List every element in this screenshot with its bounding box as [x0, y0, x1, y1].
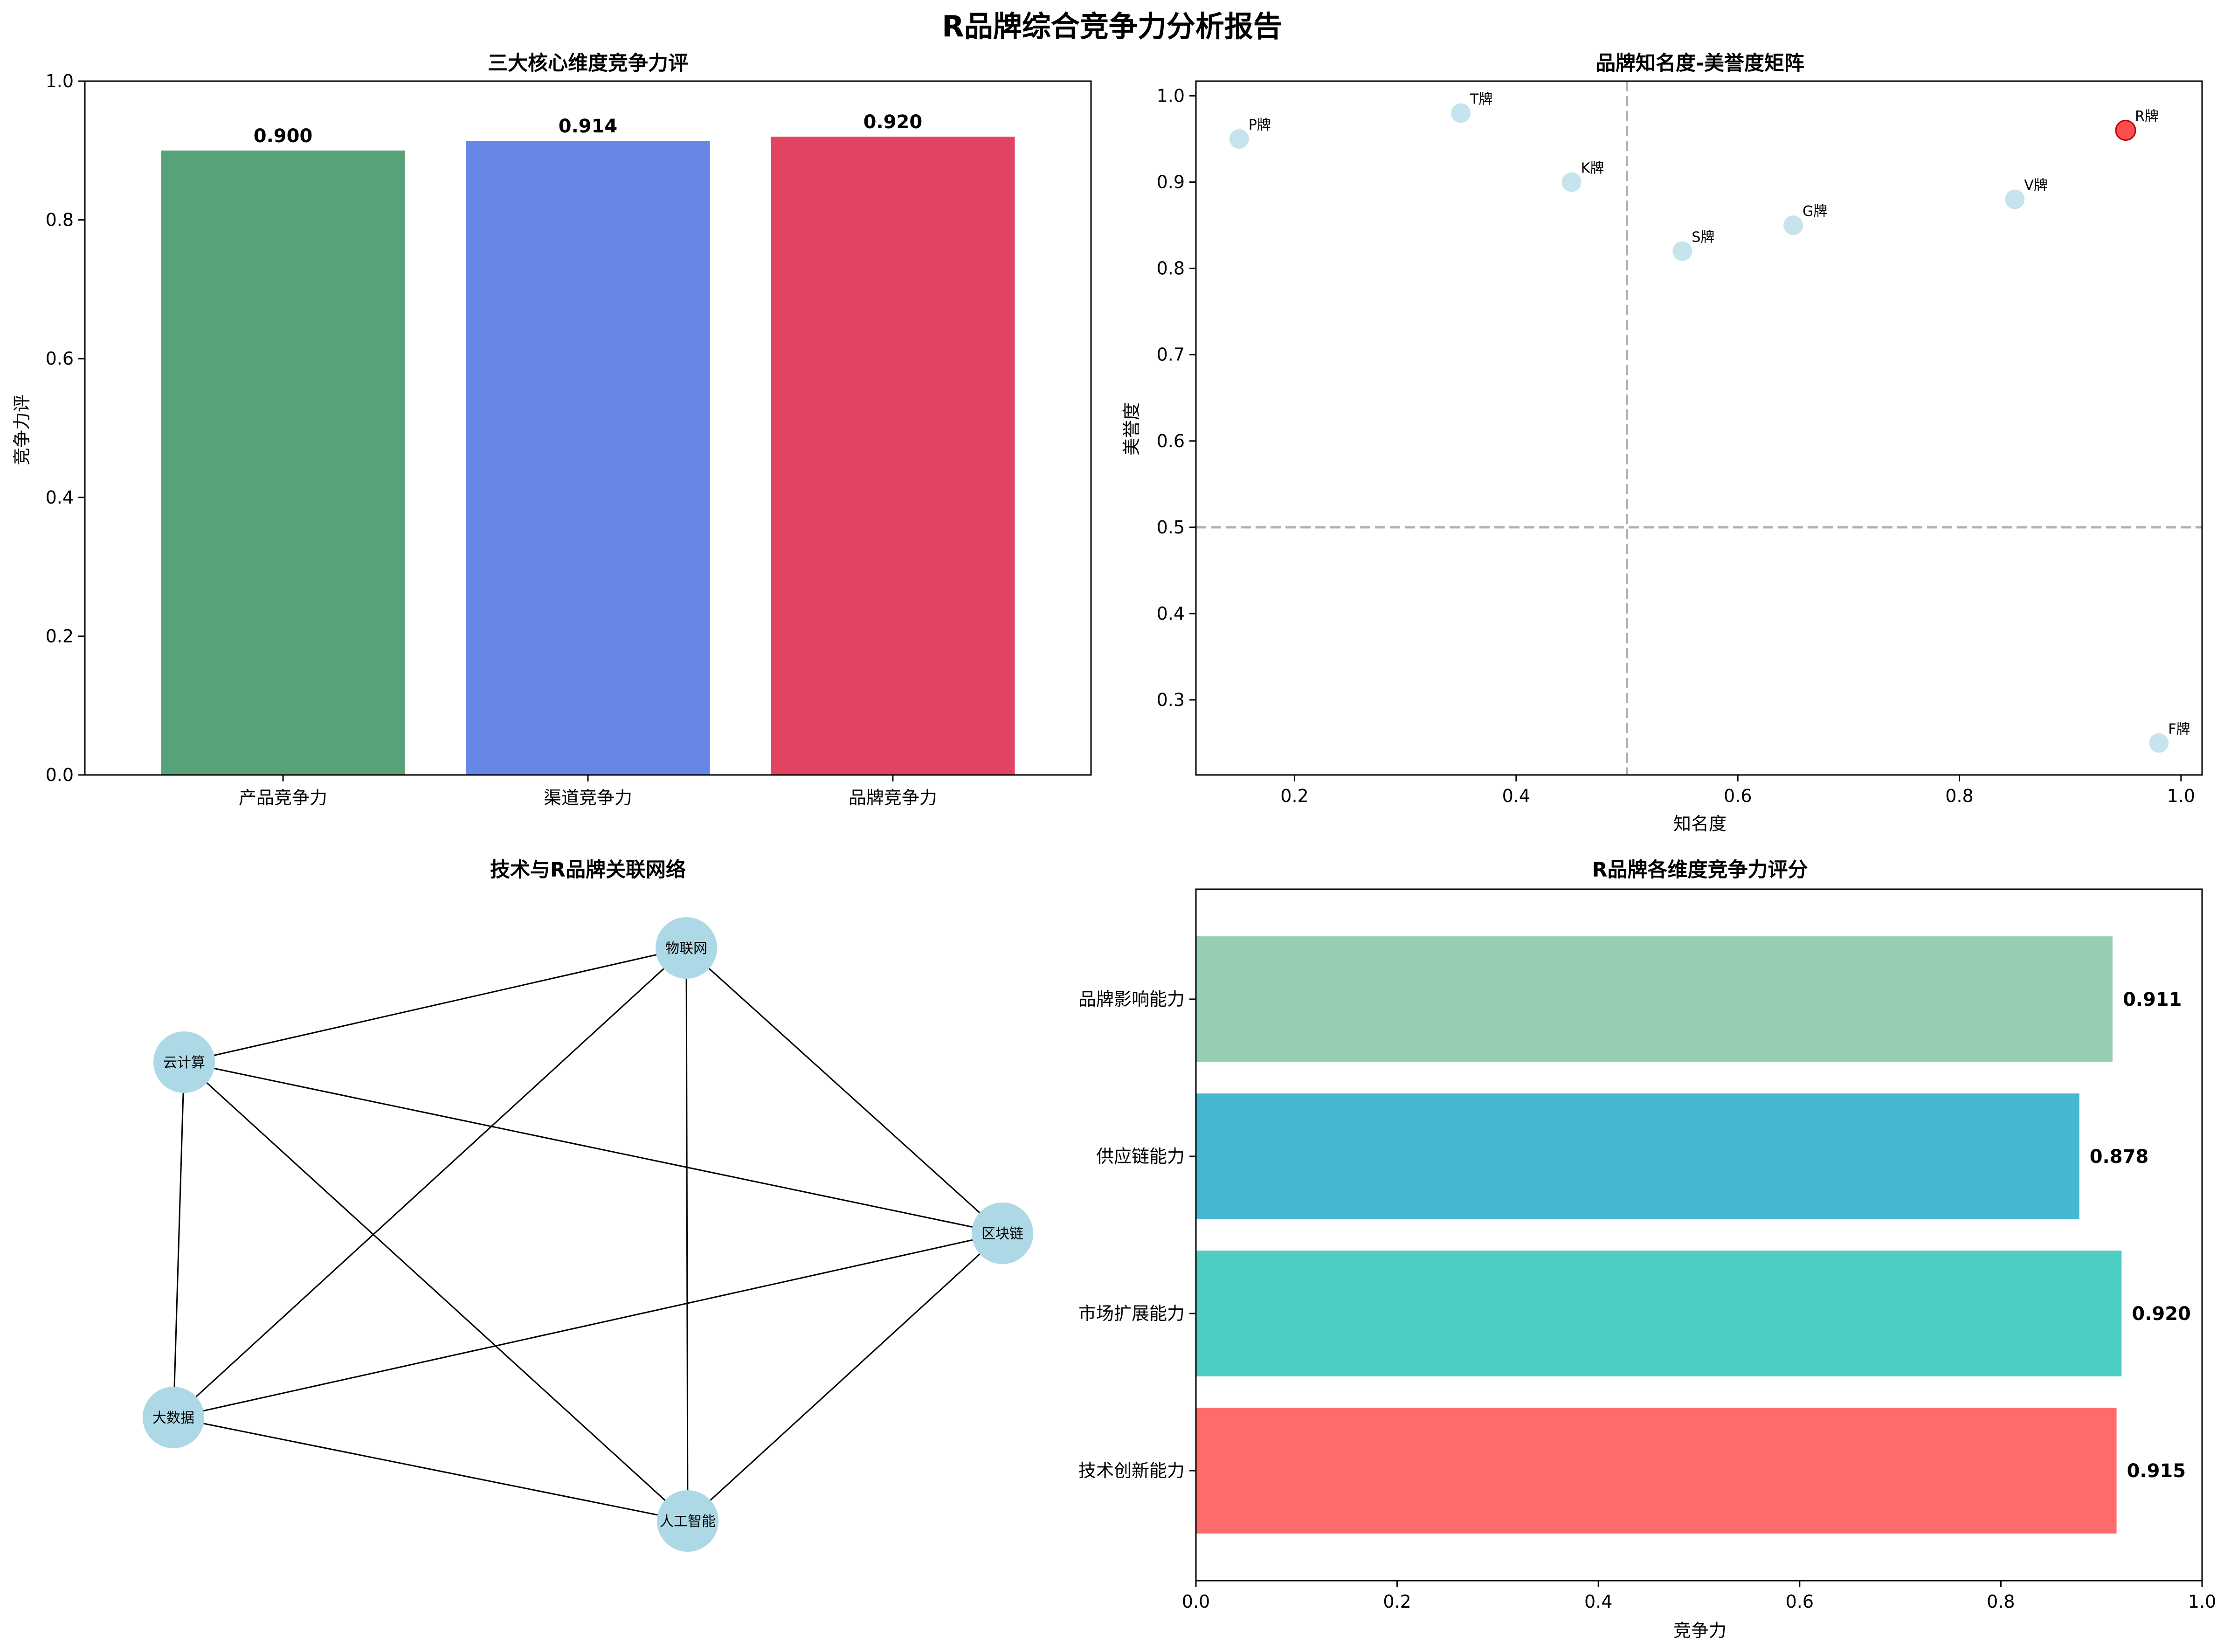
y-tick-label: 0.4 — [1157, 603, 1185, 624]
scatter-point-K牌 — [1561, 172, 1582, 192]
bar-品牌竞争力 — [771, 137, 1015, 775]
scatter-point-label: P牌 — [1249, 117, 1271, 133]
hbar-value-label: 0.920 — [2132, 1303, 2191, 1325]
scatter-point-label: F牌 — [2168, 721, 2190, 738]
barh-chart-dimension-scores: R品牌各维度竞争力评分 竞争力 0.915 技术创新能力 0.920 市场扩展能力 0.… — [1078, 858, 2216, 1641]
x-tick-label: 渠道竞争力 — [544, 788, 632, 808]
scatter-point-T牌 — [1451, 103, 1471, 123]
bar-chart-dimensions: 三大核心维度竞争力评 竞争力评 0.900 产品竞争力 0.914 渠道竞争力 0.92… — [12, 52, 1092, 808]
y-tick-label: 1.0 — [46, 71, 74, 91]
bar-产品竞争力 — [161, 150, 405, 775]
network-node-label: 物联网 — [665, 940, 707, 957]
scatter-point-label: G牌 — [1803, 203, 1827, 220]
bar-value-label: 0.900 — [254, 125, 313, 147]
scatter-point-V牌 — [2005, 189, 2025, 209]
x-tick-label: 0.4 — [1584, 1591, 1612, 1612]
network-edge-n4-n5 — [173, 1417, 688, 1522]
barh-chart-title: R品牌各维度竞争力评分 — [1592, 858, 1808, 882]
hbar-value-label: 0.911 — [2123, 989, 2182, 1010]
y-tick-label: 0.3 — [1157, 690, 1185, 710]
scatter-chart-y-axis-label: 美誉度 — [1121, 402, 1142, 456]
network-node-物联网 — [656, 917, 717, 979]
scatter-point-label: S牌 — [1692, 229, 1714, 246]
bar-chart-title: 三大核心维度竞争力评 — [488, 52, 688, 75]
y-tick-label: 技术创新能力 — [1078, 1460, 1185, 1481]
network-edge-n3-n4 — [173, 1232, 1003, 1418]
scatter-point-label: R牌 — [2135, 108, 2159, 124]
bar-chart-y-axis-label: 竞争力评 — [12, 394, 32, 465]
y-tick-label: 0.2 — [46, 626, 74, 646]
network-edge-n2-n3 — [184, 1061, 1003, 1234]
network-node-人工智能 — [657, 1490, 718, 1552]
scatter-chart-awareness-reputation: 品牌知名度-美誉度矩阵 知名度 美誉度 P牌 T牌 K牌 S牌 G牌 V牌 R牌 F牌 0.2 0… — [1121, 52, 2203, 834]
hbar-value-label: 0.878 — [2090, 1146, 2149, 1168]
network-edge-n3-n5 — [687, 1232, 1003, 1522]
scatter-point-S牌 — [1672, 241, 1692, 261]
y-tick-label: 0.0 — [46, 765, 74, 785]
y-tick-label: 0.6 — [46, 348, 74, 369]
x-tick-label: 0.4 — [1502, 786, 1530, 806]
hbar-技术创新能力 — [1196, 1408, 2117, 1534]
network-edge-n2-n4 — [173, 1062, 185, 1418]
network-node-label: 人工智能 — [660, 1514, 716, 1530]
network-node-label: 云计算 — [163, 1055, 205, 1071]
scatter-point-P牌 — [1229, 129, 1249, 149]
scatter-point-label: K牌 — [1581, 160, 1604, 177]
x-tick-label: 0.6 — [1724, 786, 1752, 806]
scatter-chart-x-axis-label: 知名度 — [1673, 814, 1727, 834]
network-node-label: 区块链 — [981, 1226, 1023, 1242]
y-tick-label: 0.6 — [1157, 431, 1185, 451]
network-node-云计算 — [153, 1031, 215, 1093]
x-tick-label: 1.0 — [2188, 1591, 2216, 1612]
network-edge-n1-n2 — [184, 947, 687, 1063]
figure-title: R品牌综合竞争力分析报告 — [942, 9, 1282, 43]
network-chart-title: 技术与R品牌关联网络 — [490, 858, 686, 882]
x-tick-label: 0.8 — [1987, 1591, 2015, 1612]
x-tick-label: 0.6 — [1786, 1591, 1814, 1612]
network-edge-n1-n5 — [685, 947, 689, 1521]
hbar-品牌影响能力 — [1196, 936, 2113, 1062]
y-tick-label: 市场扩展能力 — [1078, 1303, 1185, 1324]
hbar-供应链能力 — [1196, 1093, 2079, 1219]
hbar-value-label: 0.915 — [2127, 1460, 2186, 1482]
scatter-point-R牌 — [2115, 119, 2136, 141]
x-tick-label: 0.0 — [1182, 1591, 1210, 1612]
y-tick-label: 1.0 — [1157, 85, 1185, 106]
y-tick-label: 0.5 — [1157, 517, 1185, 538]
network-edge-n2-n5 — [183, 1061, 689, 1522]
scatter-point-label: T牌 — [1470, 91, 1492, 107]
barh-chart-x-axis-label: 竞争力 — [1673, 1620, 1727, 1641]
bar-value-label: 0.920 — [863, 111, 923, 133]
y-tick-label: 品牌影响能力 — [1078, 989, 1185, 1009]
x-tick-label: 0.2 — [1383, 1591, 1411, 1612]
hbar-市场扩展能力 — [1196, 1251, 2122, 1376]
x-tick-label: 0.8 — [1945, 786, 1973, 806]
scatter-point-G牌 — [1783, 215, 1803, 235]
x-tick-label: 产品竞争力 — [239, 788, 327, 808]
barh-chart-plot-frame — [1195, 888, 2203, 1582]
y-tick-label: 0.8 — [1157, 258, 1185, 279]
bar-value-label: 0.914 — [559, 116, 618, 137]
y-tick-label: 0.9 — [1157, 172, 1185, 193]
y-tick-label: 供应链能力 — [1096, 1146, 1185, 1167]
scatter-chart-title: 品牌知名度-美誉度矩阵 — [1595, 52, 1804, 75]
network-node-大数据 — [143, 1387, 204, 1448]
y-tick-label: 0.4 — [46, 487, 74, 508]
y-tick-label: 0.7 — [1157, 345, 1185, 365]
x-tick-label: 0.2 — [1280, 786, 1308, 806]
x-tick-label: 1.0 — [2167, 786, 2195, 806]
scatter-point-label: V牌 — [2024, 178, 2048, 194]
network-edge-n1-n4 — [173, 947, 687, 1418]
x-tick-label: 品牌竞争力 — [849, 788, 937, 808]
scatter-chart-plot-frame — [1195, 80, 2203, 776]
y-tick-label: 0.8 — [46, 210, 74, 230]
scatter-point-F牌 — [2149, 733, 2169, 753]
bar-渠道竞争力 — [466, 140, 710, 775]
network-edge-n1-n3 — [685, 947, 1003, 1234]
network-node-区块链 — [972, 1203, 1033, 1264]
bar-chart-plot-frame — [84, 80, 1092, 776]
network-node-label: 大数据 — [152, 1410, 194, 1426]
